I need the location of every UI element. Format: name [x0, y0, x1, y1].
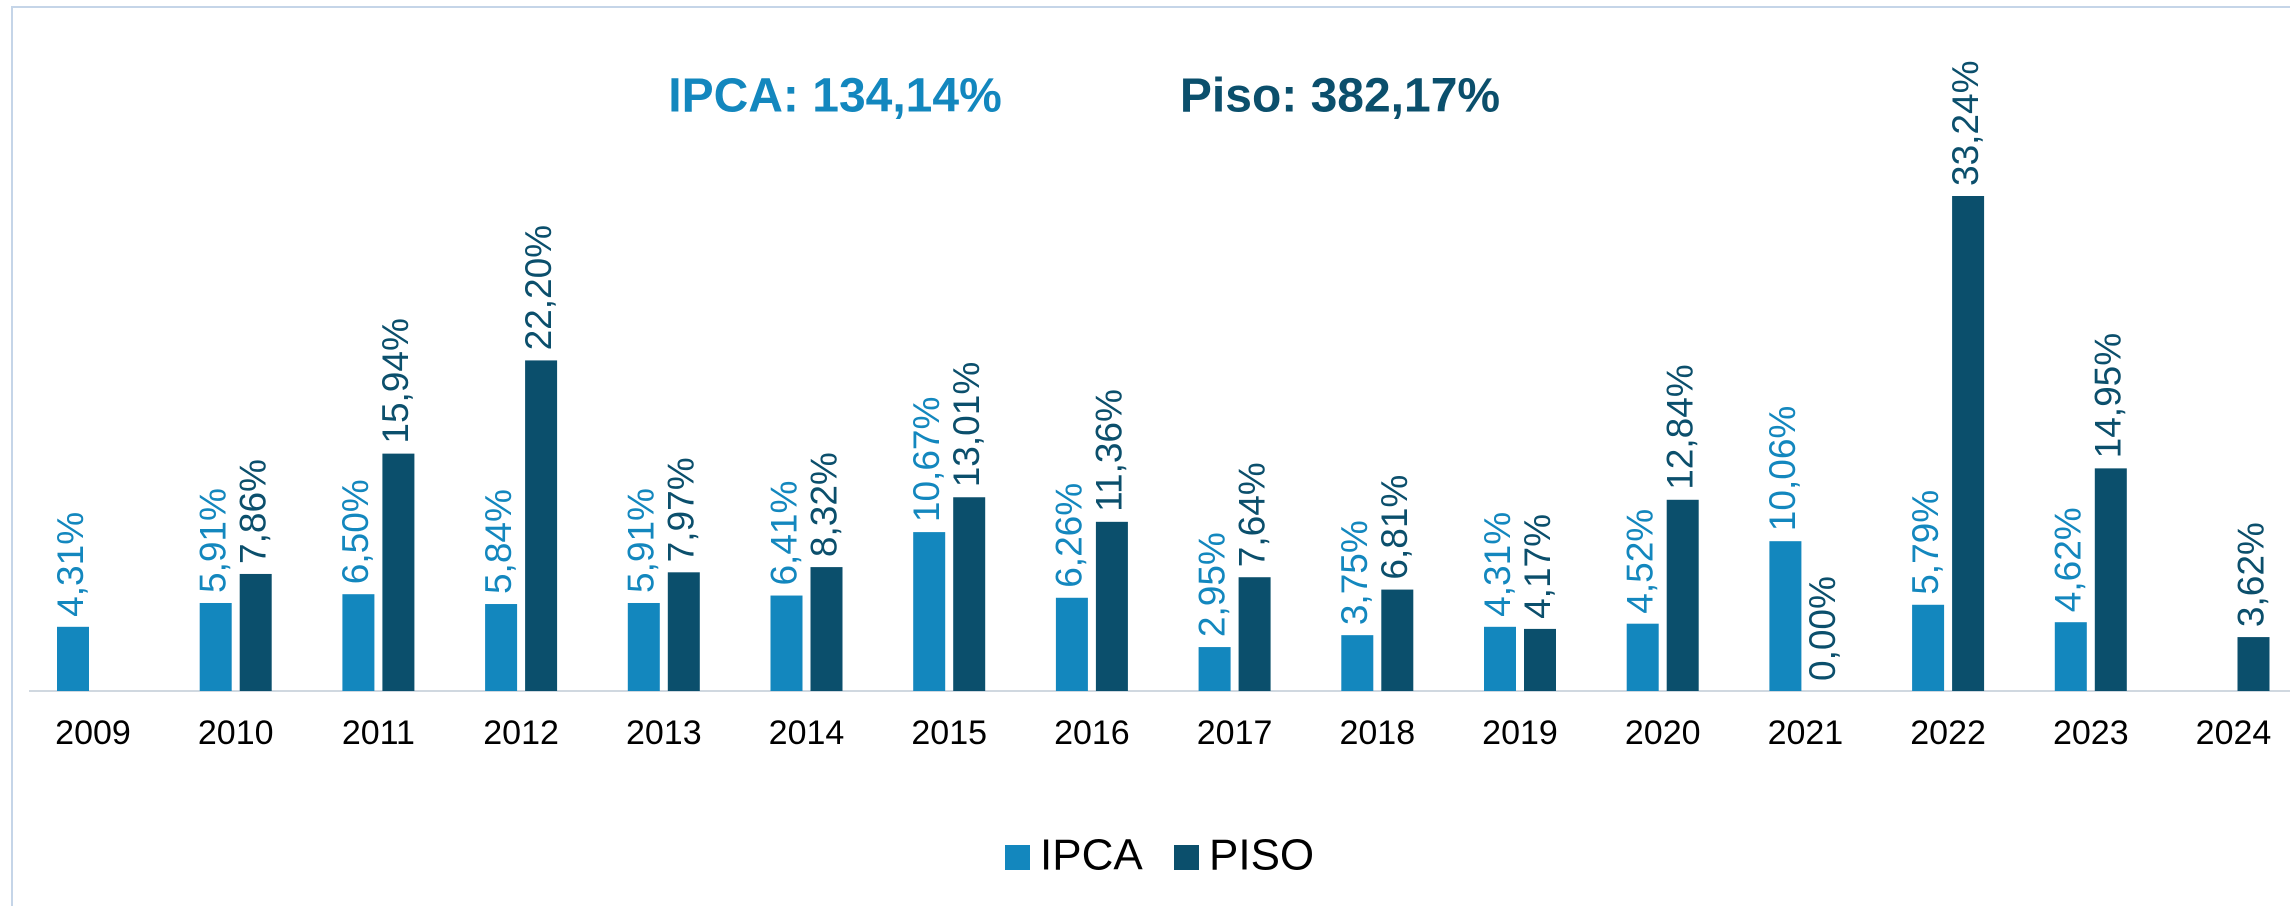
chart-frame — [11, 6, 2290, 906]
annotation: IPCA: 134,14% — [668, 70, 1002, 123]
value-label: 15,94% — [375, 318, 416, 444]
value-label: 8,32% — [803, 452, 844, 557]
legend-swatch — [1005, 845, 1030, 870]
bar — [1341, 635, 1374, 691]
bar — [627, 602, 660, 691]
bar — [525, 360, 558, 691]
x-tick-label: 2015 — [911, 714, 987, 752]
x-tick-label: 2011 — [342, 714, 415, 752]
bar — [1626, 623, 1659, 691]
bar — [1666, 499, 1699, 691]
value-label: 4,52% — [1619, 509, 1660, 614]
x-tick-label: 2013 — [626, 714, 702, 752]
value-label: 33,24% — [1945, 60, 1986, 186]
bar — [1769, 541, 1802, 691]
value-label: 5,79% — [1905, 490, 1946, 595]
value-label: 6,41% — [763, 481, 804, 586]
value-label: 7,86% — [232, 459, 273, 564]
value-label: 12,84% — [1659, 364, 1700, 490]
value-label: 4,17% — [1517, 514, 1558, 619]
x-tick-label: 2024 — [2196, 714, 2272, 752]
value-label: 6,81% — [1374, 475, 1415, 580]
x-tick-label: 2019 — [1482, 714, 1558, 752]
value-label: 10,06% — [1762, 406, 1803, 532]
bar — [485, 604, 518, 691]
x-tick-label: 2010 — [198, 714, 274, 752]
bar — [2237, 637, 2270, 691]
bar — [953, 497, 986, 691]
bar — [2054, 622, 2087, 691]
bar — [913, 532, 946, 691]
x-tick-label: 2016 — [1054, 714, 1130, 752]
bar — [1381, 589, 1414, 691]
legend-label: IPCA — [1040, 831, 1143, 880]
bar — [382, 453, 415, 691]
bar — [1484, 626, 1516, 691]
x-tick-label: 2012 — [483, 714, 559, 752]
annotation: Piso: 382,17% — [1180, 70, 1500, 123]
value-label: 6,50% — [335, 479, 376, 584]
legend-label: PISO — [1209, 831, 1314, 880]
bar — [2094, 468, 2127, 691]
bar — [1198, 647, 1231, 691]
value-label: 4,31% — [50, 512, 91, 617]
bar — [1055, 597, 1088, 691]
bar — [667, 572, 700, 691]
bar — [770, 595, 803, 691]
bar — [1238, 577, 1271, 691]
bar — [342, 594, 375, 691]
value-label: 0,00% — [1802, 576, 1843, 681]
value-label: 4,62% — [2048, 507, 2089, 612]
bar — [239, 573, 272, 691]
x-tick-label: 2023 — [2053, 714, 2129, 752]
value-label: 5,91% — [621, 488, 662, 593]
value-label: 5,84% — [478, 489, 519, 594]
value-label: 6,26% — [1049, 483, 1090, 588]
x-tick-label: 2018 — [1339, 714, 1415, 752]
x-tick-label: 2014 — [769, 714, 845, 752]
bar — [1912, 604, 1945, 691]
value-label: 10,67% — [906, 397, 947, 522]
value-label: 22,20% — [518, 225, 559, 351]
bar — [199, 602, 232, 691]
value-label: 13,01% — [946, 362, 987, 487]
bar — [1524, 628, 1556, 691]
x-tick-label: 2020 — [1625, 714, 1701, 752]
value-label: 5,91% — [192, 488, 233, 593]
value-label: 3,62% — [2230, 522, 2271, 627]
x-tick-label: 2021 — [1768, 714, 1844, 752]
value-label: 7,97% — [661, 457, 702, 562]
legend-swatch — [1174, 845, 1199, 870]
x-tick-label: 2009 — [55, 714, 131, 752]
value-label: 11,36% — [1089, 389, 1130, 512]
bar — [1095, 521, 1128, 691]
value-label: 3,75% — [1334, 520, 1375, 625]
x-tick-label: 2017 — [1197, 714, 1273, 752]
value-label: 14,95% — [2088, 333, 2129, 459]
value-label: 2,95% — [1191, 532, 1232, 637]
value-label: 4,31% — [1477, 512, 1518, 617]
bar — [810, 567, 843, 691]
bar — [57, 626, 89, 691]
bar — [1952, 196, 1985, 691]
value-label: 7,64% — [1231, 462, 1272, 567]
x-tick-label: 2022 — [1910, 714, 1986, 752]
